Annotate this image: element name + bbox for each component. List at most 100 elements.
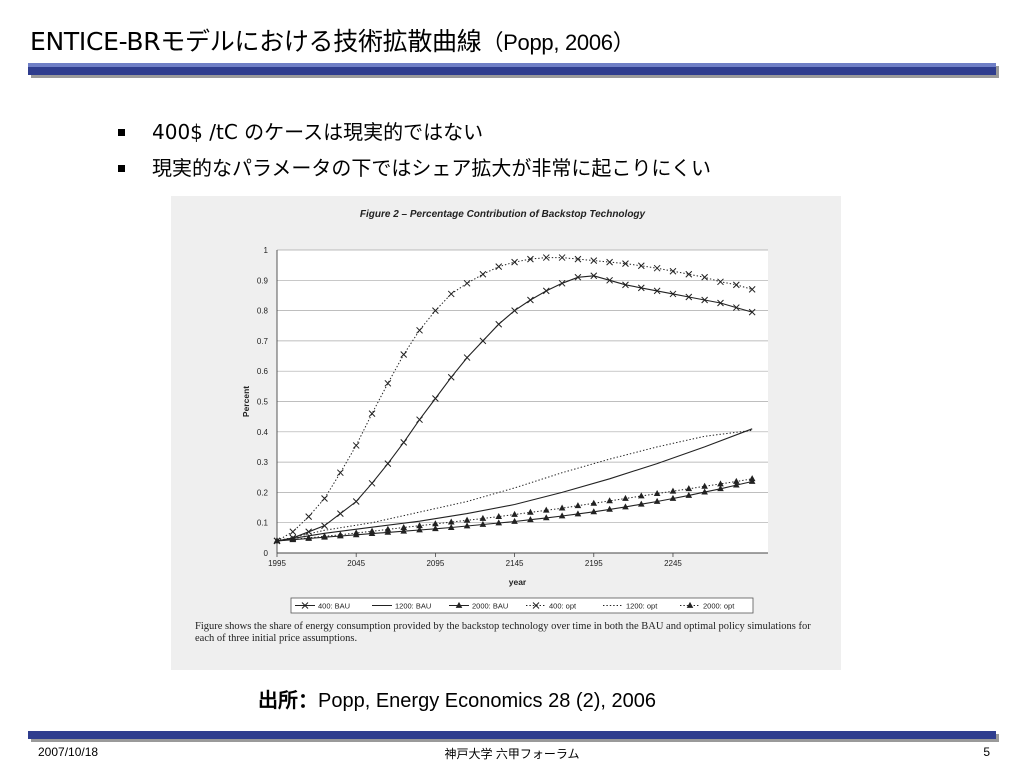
- series-5-point: [432, 520, 439, 527]
- series-2-point: [400, 527, 408, 534]
- series-0-point: [637, 284, 645, 292]
- y-tick-label: 0.3: [257, 458, 269, 467]
- series-3-point-stroke: [637, 262, 645, 270]
- y-tick-label: 0.2: [257, 488, 269, 497]
- y-tick-label: 1: [264, 246, 269, 255]
- y-tick-label: 0.6: [257, 367, 269, 376]
- series-5-point: [574, 502, 582, 509]
- series-5-point: [447, 518, 455, 525]
- series-3-point: [527, 255, 534, 263]
- series-3-point-stroke: [416, 326, 423, 334]
- source-citation: 出所：Popp, Energy Economics 28 (2), 2006: [258, 684, 656, 713]
- series-2-point: [447, 523, 455, 530]
- series-0-point: [574, 273, 582, 281]
- series-3-point: [400, 351, 408, 358]
- series-5-point: [606, 497, 613, 504]
- figure-panel: Figure 2 – Percentage Contribution of Ba…: [171, 196, 841, 670]
- x-axis-label: year: [509, 577, 527, 587]
- series-0-point-stroke: [637, 284, 645, 292]
- series-3-point-stroke: [432, 307, 439, 314]
- series-0-point: [463, 354, 471, 361]
- series-2-point: [669, 494, 677, 501]
- legend-entry: 400: opt: [549, 602, 577, 611]
- series-5-point: [273, 537, 281, 544]
- series-2-point: [653, 497, 661, 504]
- legend-marker-2: [455, 601, 463, 608]
- series-0-point-stroke: [542, 287, 550, 295]
- series-0-point-stroke: [511, 307, 518, 314]
- series-0-point-stroke: [400, 439, 408, 446]
- series-2-point: [733, 481, 740, 488]
- series-3-point-stroke: [685, 270, 693, 278]
- series-3-point: [447, 290, 455, 298]
- footer-page-number: 5: [983, 745, 990, 759]
- y-tick-label: 0.5: [257, 398, 269, 407]
- series-3-point: [321, 495, 328, 502]
- series-5-point: [305, 534, 312, 541]
- series-3-point: [511, 258, 518, 266]
- series-0-point-stroke: [495, 320, 503, 328]
- series-3-point: [337, 469, 344, 477]
- legend-marker-5: [686, 601, 694, 608]
- figure-caption: Figure shows the share of energy consump…: [195, 621, 811, 644]
- series-3-point: [479, 270, 487, 278]
- series-0-point-stroke: [321, 522, 328, 530]
- series-2-point: [416, 526, 423, 533]
- series-3-point: [305, 513, 313, 520]
- series-0-point-stroke: [732, 304, 740, 311]
- x-tick-label: 2245: [664, 559, 682, 568]
- legend-entry: 1200: opt: [626, 602, 658, 611]
- series-5-point: [685, 485, 693, 492]
- series-3-point-stroke: [368, 410, 376, 417]
- series-3-point-stroke: [400, 351, 408, 358]
- series-3-point: [352, 442, 360, 449]
- series-2-point: [527, 516, 534, 523]
- series-0-point: [495, 320, 503, 328]
- bullet-item: 現実的なパラメータの下ではシェア拡大が非常に起こりにくい: [118, 154, 711, 190]
- slide-title-main: ENTICE-BRモデルにおける技術拡散曲線: [30, 27, 482, 56]
- slide-title: ENTICE-BRモデルにおける技術拡散曲線（Popp, 2006）: [30, 22, 635, 58]
- series-2-point: [685, 491, 693, 498]
- series-3-point: [685, 270, 693, 278]
- series-3-point: [606, 258, 613, 266]
- series-5-point: [400, 523, 408, 530]
- x-tick-label: 2095: [426, 559, 444, 568]
- y-tick-label: 0: [264, 549, 269, 558]
- series-2-point: [511, 517, 518, 524]
- series-0-point-stroke: [653, 287, 661, 295]
- series-2-point: [558, 512, 566, 519]
- series-5-point: [479, 514, 487, 521]
- series-3-point-stroke: [289, 528, 297, 536]
- series-3-point: [558, 254, 566, 261]
- title-underline-bar: [28, 63, 996, 75]
- series-0-point-stroke: [748, 308, 756, 316]
- backstop-chart: Figure 2 – Percentage Contribution of Ba…: [241, 209, 768, 614]
- series-2-point: [432, 525, 439, 532]
- series-0-point: [432, 395, 439, 402]
- series-3-point-stroke: [479, 270, 487, 278]
- series-3-point-stroke: [384, 379, 392, 387]
- series-3-point-stroke: [717, 278, 724, 286]
- series-0-point-stroke: [416, 416, 423, 424]
- y-tick-label: 0.7: [257, 337, 269, 346]
- series-2-point: [701, 488, 708, 495]
- chart-legend: [290, 597, 754, 614]
- series-3-point-stroke: [321, 495, 328, 502]
- series-5-point: [733, 477, 740, 484]
- series-3-point: [748, 286, 756, 293]
- series-3-point-stroke: [337, 469, 344, 477]
- series-3-point: [416, 326, 423, 334]
- series-5-point: [717, 480, 724, 487]
- series-0-point: [701, 296, 708, 304]
- y-tick-label: 0.9: [257, 276, 269, 285]
- legend-marker-3: [532, 602, 540, 609]
- y-tick-label: 0.4: [257, 428, 269, 437]
- series-3-point: [653, 264, 661, 272]
- series-0-point-stroke: [384, 460, 392, 467]
- series-2-point: [384, 528, 392, 535]
- series-3-point-stroke: [447, 290, 455, 298]
- series-2-point: [574, 510, 582, 517]
- series-5-point: [669, 487, 677, 494]
- bullet-item: 400$ /tC のケースは現実的ではない: [118, 118, 711, 154]
- series-3-point: [669, 267, 677, 275]
